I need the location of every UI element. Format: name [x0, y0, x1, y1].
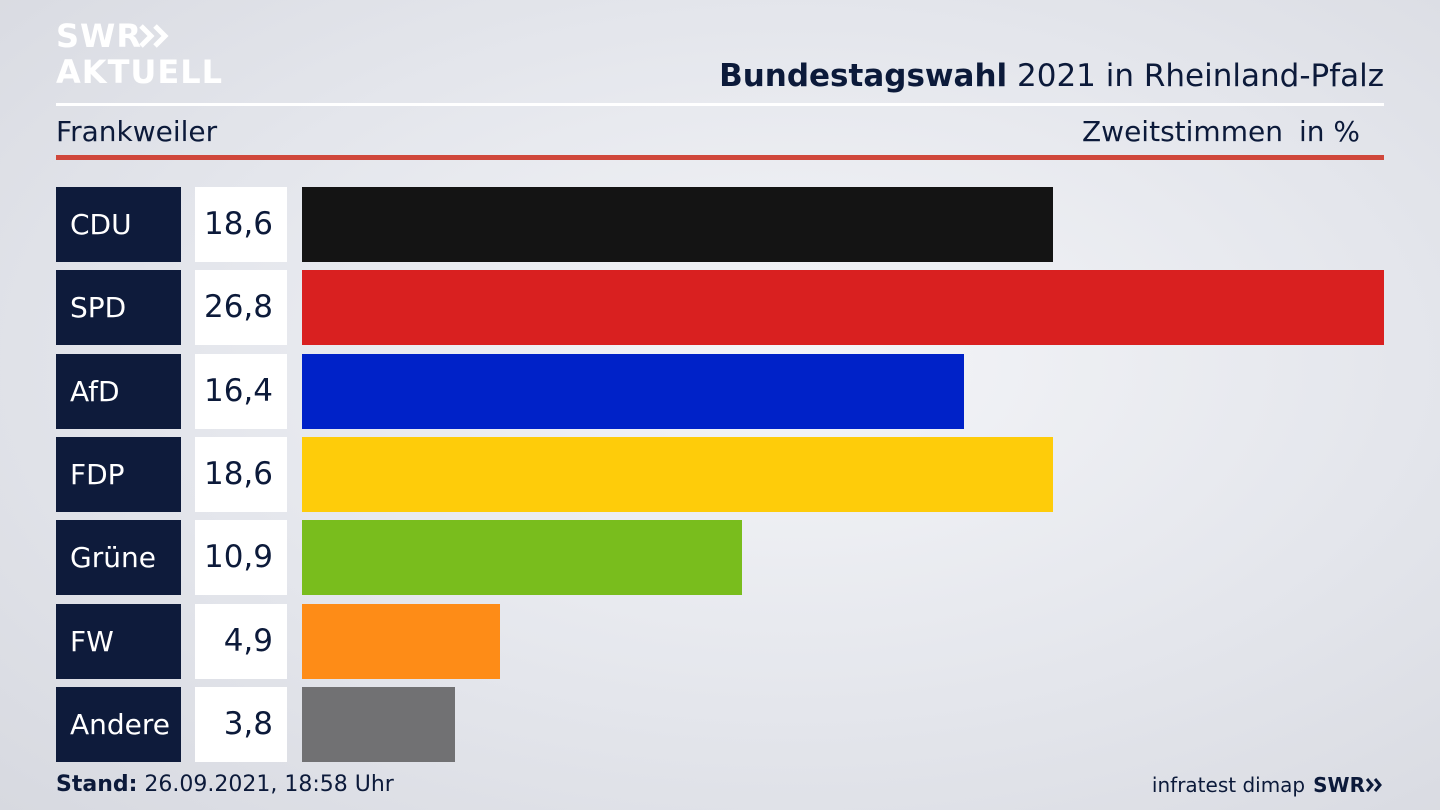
- municipality-name: Frankweiler: [56, 115, 218, 148]
- party-label: Grüne: [56, 520, 181, 595]
- timestamp: Stand: 26.09.2021, 18:58 Uhr: [56, 770, 394, 800]
- chevron-double-small-icon: [1365, 778, 1382, 792]
- stand-label: Stand:: [56, 772, 138, 797]
- bar: [302, 520, 742, 595]
- value-label: 16,4: [195, 354, 287, 429]
- logo-line-2: AKTUELL: [56, 53, 224, 91]
- bar: [302, 354, 964, 429]
- value-label: 10,9: [195, 520, 287, 595]
- divider-top: [56, 103, 1384, 106]
- swr-aktuell-logo: SWR AKTUELL: [56, 16, 226, 92]
- swr-brand-text: SWR: [1313, 773, 1365, 797]
- party-label: FW: [56, 604, 181, 679]
- bar: [302, 437, 1053, 512]
- bar-row: CDU 18,6: [0, 187, 1440, 262]
- bar-row: AfD 16,4: [0, 354, 1440, 429]
- value-label: 3,8: [195, 687, 287, 762]
- value-label: 26,8: [195, 270, 287, 345]
- measure-label: Zweitstimmen: [1082, 115, 1283, 148]
- source-label: infratest dimap: [1151, 773, 1306, 797]
- bar-row: FW 4,9: [0, 604, 1440, 679]
- value-label: 18,6: [195, 187, 287, 262]
- bar: [302, 687, 455, 762]
- source-credit: infratest dimap SWR: [1152, 770, 1384, 800]
- divider-accent: [56, 155, 1384, 160]
- logo-line-1: SWR: [56, 17, 142, 55]
- bar: [302, 270, 1384, 345]
- value-label: 18,6: [195, 437, 287, 512]
- bar-row: FDP 18,6: [0, 437, 1440, 512]
- party-label: AfD: [56, 354, 181, 429]
- bar: [302, 604, 500, 679]
- title-strong: Bundestagswahl: [719, 58, 1008, 94]
- stand-value: 26.09.2021, 18:58 Uhr: [137, 772, 394, 797]
- bar-row: SPD 26,8: [0, 270, 1440, 345]
- party-label: CDU: [56, 187, 181, 262]
- swr-brand: SWR: [1313, 773, 1384, 797]
- bar: [302, 187, 1053, 262]
- party-label: FDP: [56, 437, 181, 512]
- value-label: 4,9: [195, 604, 287, 679]
- chevron-double-icon: [139, 24, 169, 48]
- unit-label: in %: [1299, 115, 1361, 148]
- bar-row: Grüne 10,9: [0, 520, 1440, 595]
- chart-title: Bundestagswahl 2021 in Rheinland-Pfalz: [719, 56, 1384, 96]
- party-label: Andere: [56, 687, 181, 762]
- party-label: SPD: [56, 270, 181, 345]
- bar-row: Andere 3,8: [0, 687, 1440, 762]
- title-rest: 2021 in Rheinland-Pfalz: [1007, 58, 1384, 94]
